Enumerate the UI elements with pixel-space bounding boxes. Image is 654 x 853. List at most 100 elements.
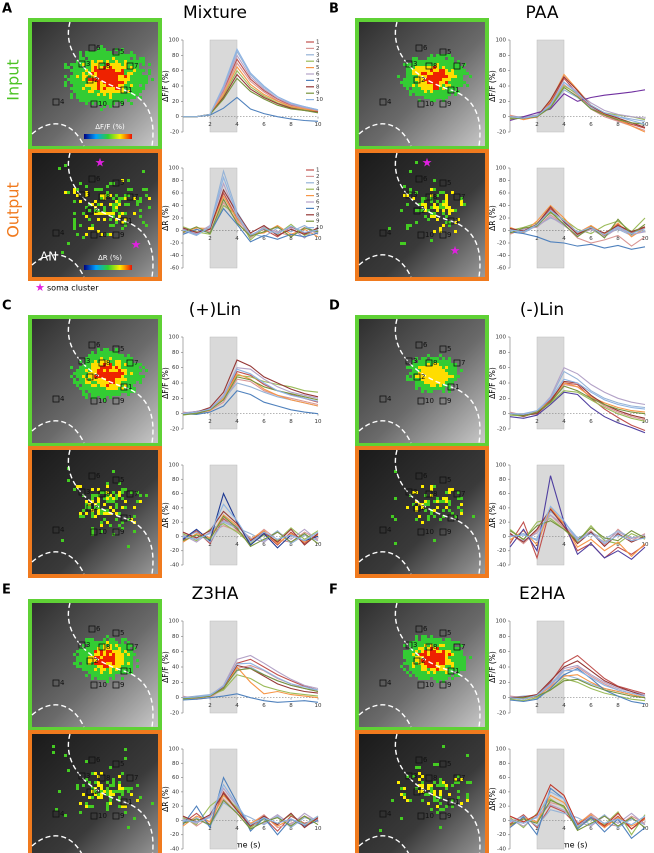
roi-label: 3	[413, 641, 417, 649]
heat-pixel	[409, 641, 412, 644]
heat-pixel	[430, 375, 433, 378]
roi-box	[453, 643, 461, 651]
heat-pixel	[94, 671, 97, 674]
heat-pixel	[76, 372, 79, 375]
heat-pixel	[436, 650, 439, 653]
heat-pixel	[445, 671, 448, 674]
heat-pixel	[460, 656, 463, 659]
heat-pixel	[118, 366, 121, 369]
x-tick-label: 4	[562, 542, 566, 548]
heat-pixel	[454, 75, 457, 78]
y-axis-title: ΔF/F (%)	[161, 651, 170, 683]
heat-pixel	[112, 784, 115, 787]
heat-pixel	[103, 671, 106, 674]
heat-pixel	[106, 378, 109, 381]
series-line	[182, 198, 319, 238]
heat-pixel	[115, 54, 118, 57]
heat-pixel	[106, 96, 109, 99]
heat-pixel	[85, 500, 88, 503]
an-outline	[31, 123, 85, 147]
heat-pixel	[436, 372, 439, 375]
heat-pixel	[106, 793, 109, 796]
heat-pixel	[112, 351, 115, 354]
heat-pixel	[76, 656, 79, 659]
heat-pixel	[457, 647, 460, 650]
heat-pixel	[430, 656, 433, 659]
heat-pixel	[106, 354, 109, 357]
heat-pixel	[82, 784, 85, 787]
roi-label: 9	[447, 397, 451, 405]
y-tick-label: 0	[503, 818, 507, 824]
heat-pixel	[427, 518, 430, 521]
heat-pixel	[100, 75, 103, 78]
heat-pixel	[85, 369, 88, 372]
heat-pixel	[139, 75, 142, 78]
panel-letter: F	[329, 583, 338, 598]
heat-pixel	[448, 659, 451, 662]
heat-pixel	[124, 87, 127, 90]
heat-pixel	[451, 662, 454, 665]
heat-pixel	[106, 363, 109, 366]
image-background	[359, 734, 485, 853]
heat-pixel	[139, 378, 142, 381]
heat-pixel	[97, 650, 100, 653]
heat-pixel	[109, 497, 112, 500]
heat-pixel	[442, 647, 445, 650]
roi-box	[126, 359, 134, 367]
heat-pixel	[403, 194, 406, 197]
y-tick-label: 20	[499, 99, 506, 105]
heat-pixel	[400, 81, 403, 84]
y-tick-label: -20	[497, 832, 506, 838]
heat-pixel	[109, 182, 112, 185]
heat-pixel	[442, 357, 445, 360]
heat-pixel	[85, 363, 88, 366]
heat-pixel	[451, 72, 454, 75]
heat-pixel	[403, 668, 406, 671]
heat-pixel	[448, 212, 451, 215]
heat-pixel	[415, 375, 418, 378]
heat-pixel	[88, 644, 91, 647]
heat-pixel	[100, 63, 103, 66]
heat-pixel	[439, 54, 442, 57]
heat-pixel	[418, 369, 421, 372]
roi-label: 7	[461, 62, 465, 70]
heat-pixel	[421, 81, 424, 84]
heat-pixel	[412, 372, 415, 375]
heat-pixel	[439, 384, 442, 387]
heat-pixel	[103, 668, 106, 671]
heat-pixel	[94, 78, 97, 81]
heat-pixel	[112, 533, 115, 536]
heat-pixel	[112, 366, 115, 369]
heat-pixel	[442, 656, 445, 659]
heat-pixel	[112, 57, 115, 60]
heat-pixel	[124, 638, 127, 641]
heat-pixel	[445, 647, 448, 650]
x-tick-label: 6	[262, 236, 266, 242]
heat-pixel	[118, 671, 121, 674]
heat-pixel	[430, 197, 433, 200]
heat-pixel	[91, 57, 94, 60]
heat-pixel	[106, 78, 109, 81]
heat-pixel	[124, 63, 127, 66]
heat-pixel	[100, 644, 103, 647]
heat-pixel	[82, 90, 85, 93]
heat-pixel	[106, 102, 109, 105]
heat-pixel	[94, 81, 97, 84]
x-tick-label: 8	[616, 236, 620, 242]
roi-label: 6	[423, 472, 428, 480]
panel-letter: A	[2, 2, 12, 17]
heat-pixel	[70, 63, 73, 66]
heat-pixel	[79, 96, 82, 99]
heat-pixel	[133, 817, 136, 820]
legend-label: 9	[316, 91, 320, 97]
heat-pixel	[454, 369, 457, 372]
an-outline	[358, 704, 412, 728]
heat-pixel	[109, 54, 112, 57]
heat-pixel	[109, 384, 112, 387]
heat-pixel	[139, 87, 142, 90]
heat-pixel	[109, 366, 112, 369]
roi-box	[413, 504, 421, 512]
heat-pixel	[448, 84, 451, 87]
heat-pixel	[439, 665, 442, 668]
heat-pixel	[97, 96, 100, 99]
